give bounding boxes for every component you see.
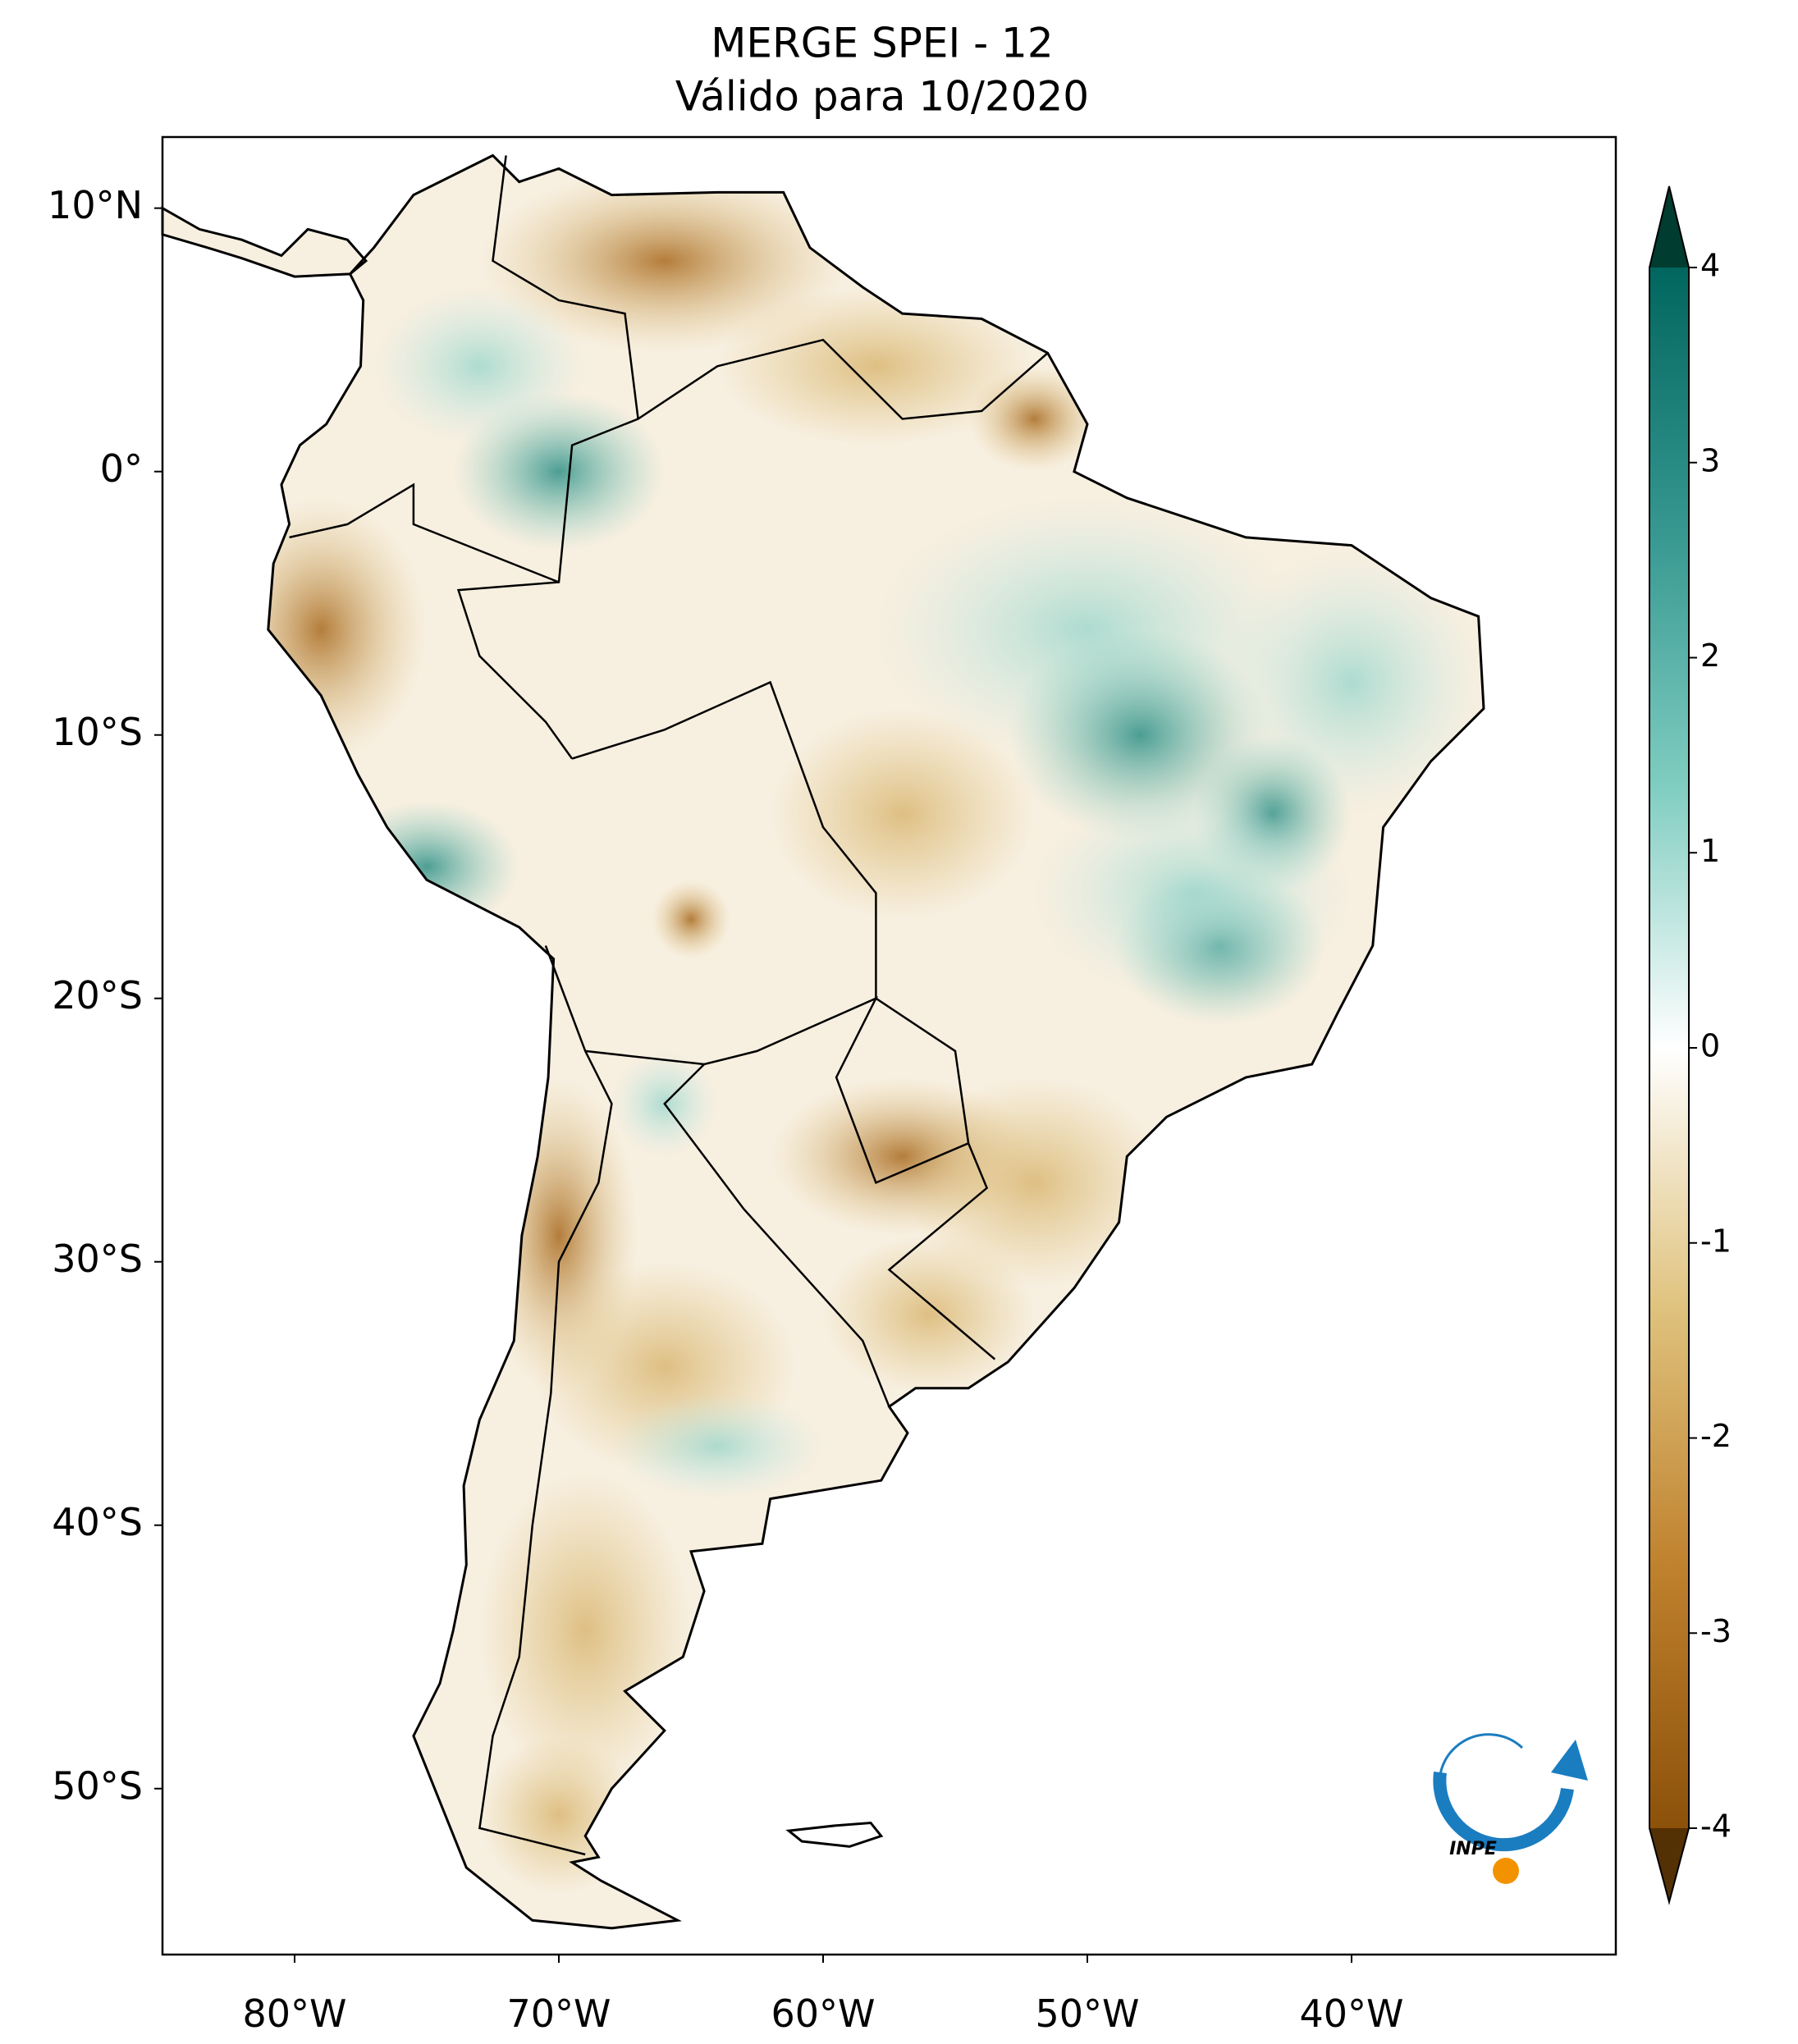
anomaly-patch (480, 168, 849, 354)
y-tick-label: 20°S (52, 973, 143, 1017)
colorbar-tick-label: -4 (1700, 1809, 1732, 1845)
y-tick-label: 10°N (48, 183, 143, 227)
border (289, 482, 560, 583)
colorbar-tick-label: -2 (1700, 1418, 1732, 1454)
colorbar-tick-label: 4 (1700, 248, 1720, 284)
anomaly-patch (374, 286, 585, 446)
inpe-logo: INPE (1433, 1733, 1588, 1884)
anomaly-patch (717, 286, 1034, 446)
colorbar-tick-label: 0 (1700, 1028, 1720, 1064)
land (161, 153, 1485, 1930)
x-tick-label: 70°W (506, 1991, 611, 2036)
subtitle: Válido para 10/2020 (675, 73, 1089, 121)
logo-text: INPE (1449, 1839, 1497, 1859)
colorbar-tick-label: -1 (1700, 1223, 1732, 1259)
border (663, 1063, 890, 1407)
border (492, 155, 639, 419)
logo-sun (1493, 1858, 1519, 1884)
coastline (785, 1821, 884, 1848)
anomaly-patch (479, 1735, 638, 1895)
x-tick-label: 40°W (1299, 1991, 1403, 2036)
border (478, 945, 613, 1856)
frame (161, 135, 1617, 1956)
anomaly-patch (968, 366, 1100, 472)
anomaly-patch (771, 708, 1035, 920)
border (456, 338, 1049, 760)
y-tick-label: 30°S (52, 1237, 143, 1281)
anomaly-patch (611, 1393, 823, 1499)
colorbar-tick-label: 2 (1700, 638, 1720, 674)
anomaly-patch (823, 1235, 1035, 1394)
logo-arc (1433, 1771, 1574, 1852)
x-tick-label: 80°W (242, 1991, 346, 2036)
axes: 80°W 70°W 60°W 50°W 40°W 10°N 0° 10°S 20°S 30°S 40… (48, 135, 1617, 2036)
anomaly-patch (215, 497, 427, 761)
colorbar-extend-high (1649, 186, 1689, 268)
x-tick-label: 50°W (1035, 1991, 1139, 2036)
logo-orbit (1438, 1733, 1524, 1806)
anomaly-patch (1035, 787, 1352, 999)
anomaly-patch (479, 1472, 691, 1789)
colorbar-tick-label: 3 (1700, 442, 1720, 478)
y-tick-label: 40°S (52, 1500, 143, 1544)
y-tick-label: 50°S (52, 1763, 143, 1808)
coastline (161, 153, 1485, 1930)
y-tick-label: 0° (100, 446, 143, 491)
title: MERGE SPEI - 12 (711, 20, 1053, 67)
colorbar-tick-label: 1 (1700, 833, 1720, 869)
y-tick-label: 10°S (52, 710, 143, 754)
colorbar-body (1649, 268, 1689, 1828)
colorbar-extend-low (1649, 1828, 1689, 1902)
logo-arrow (1551, 1740, 1588, 1781)
colorbar: -4 -3 -2 -1 0 1 2 3 4 (1649, 185, 1732, 1905)
anomaly-patch (903, 1077, 1167, 1288)
colorbar-tick-label: -3 (1700, 1613, 1732, 1649)
x-tick-label: 60°W (771, 1991, 875, 2036)
anomaly-patch (651, 880, 731, 959)
